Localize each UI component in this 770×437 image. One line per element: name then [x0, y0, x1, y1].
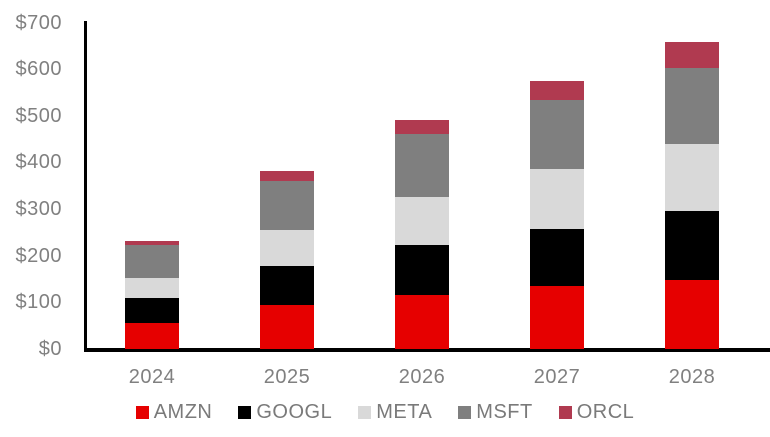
- x-tick-label-2027: 2027: [533, 366, 581, 388]
- bar-segment-orcl-2024: [125, 241, 179, 245]
- bar-segment-msft-2024: [125, 244, 179, 279]
- legend-swatch-msft: [458, 406, 472, 419]
- y-tick-label-500: $500: [15, 104, 62, 127]
- bar-segment-googl-2027: [530, 229, 584, 286]
- x-axis-line: [84, 348, 770, 352]
- legend-item-orcl: ORCL: [558, 401, 635, 424]
- bar-segment-msft-2026: [395, 134, 449, 197]
- bar-2025: [260, 171, 314, 349]
- y-axis-line: [84, 21, 87, 352]
- bar-2026: [395, 120, 449, 349]
- bar-segment-amzn-2024: [125, 323, 179, 349]
- bar-2027: [530, 81, 584, 349]
- legend-label-googl: GOOGL: [256, 401, 333, 423]
- bar-2024: [125, 241, 179, 349]
- y-tick-label-700: $700: [15, 11, 62, 34]
- bar-segment-googl-2024: [125, 297, 179, 324]
- bar-segment-googl-2025: [260, 266, 314, 305]
- y-tick-label-400: $400: [15, 151, 62, 174]
- bar-segment-meta-2027: [530, 168, 584, 230]
- legend-item-meta: META: [358, 401, 432, 424]
- legend-item-amzn: AMZN: [135, 401, 213, 424]
- x-tick-label-2024: 2024: [128, 366, 176, 388]
- legend-swatch-amzn: [135, 406, 149, 419]
- bar-segment-amzn-2025: [260, 304, 314, 349]
- bar-segment-msft-2028: [665, 68, 719, 144]
- legend-item-msft: MSFT: [458, 401, 532, 424]
- bar-segment-googl-2028: [665, 211, 719, 280]
- y-tick-label-0: $0: [38, 338, 62, 360]
- bar-segment-meta-2026: [395, 196, 449, 246]
- x-tick-label-2028: 2028: [668, 366, 716, 388]
- legend-label-amzn: AMZN: [153, 401, 213, 423]
- bar-segment-googl-2026: [395, 245, 449, 295]
- bar-segment-meta-2028: [665, 143, 719, 212]
- bar-segment-amzn-2028: [665, 279, 719, 349]
- legend: AMZN GOOGL META MSFT ORCL: [0, 401, 770, 424]
- y-tick-label-300: $300: [15, 198, 62, 221]
- bar-segment-orcl-2026: [395, 120, 449, 135]
- bar-segment-msft-2025: [260, 180, 314, 231]
- y-tick-label-600: $600: [15, 58, 62, 81]
- legend-label-orcl: ORCL: [576, 401, 635, 423]
- x-tick-label-2026: 2026: [398, 366, 446, 388]
- bar-segment-meta-2024: [125, 278, 179, 298]
- bar-segment-orcl-2025: [260, 171, 314, 181]
- bar-2028: [665, 42, 719, 349]
- bar-segment-msft-2027: [530, 100, 584, 169]
- bar-segment-amzn-2027: [530, 285, 584, 349]
- bar-segment-orcl-2028: [665, 42, 719, 69]
- y-tick-label-200: $200: [15, 244, 62, 267]
- bar-segment-orcl-2027: [530, 81, 584, 101]
- legend-swatch-orcl: [558, 406, 572, 419]
- bar-segment-meta-2025: [260, 230, 314, 267]
- x-tick-label-2025: 2025: [263, 366, 311, 388]
- legend-swatch-googl: [238, 406, 252, 419]
- legend-label-meta: META: [376, 401, 433, 423]
- bar-segment-amzn-2026: [395, 294, 449, 349]
- legend-swatch-meta: [358, 406, 372, 419]
- legend-item-googl: GOOGL: [238, 401, 332, 424]
- y-tick-label-100: $100: [15, 291, 62, 314]
- legend-label-msft: MSFT: [476, 401, 533, 423]
